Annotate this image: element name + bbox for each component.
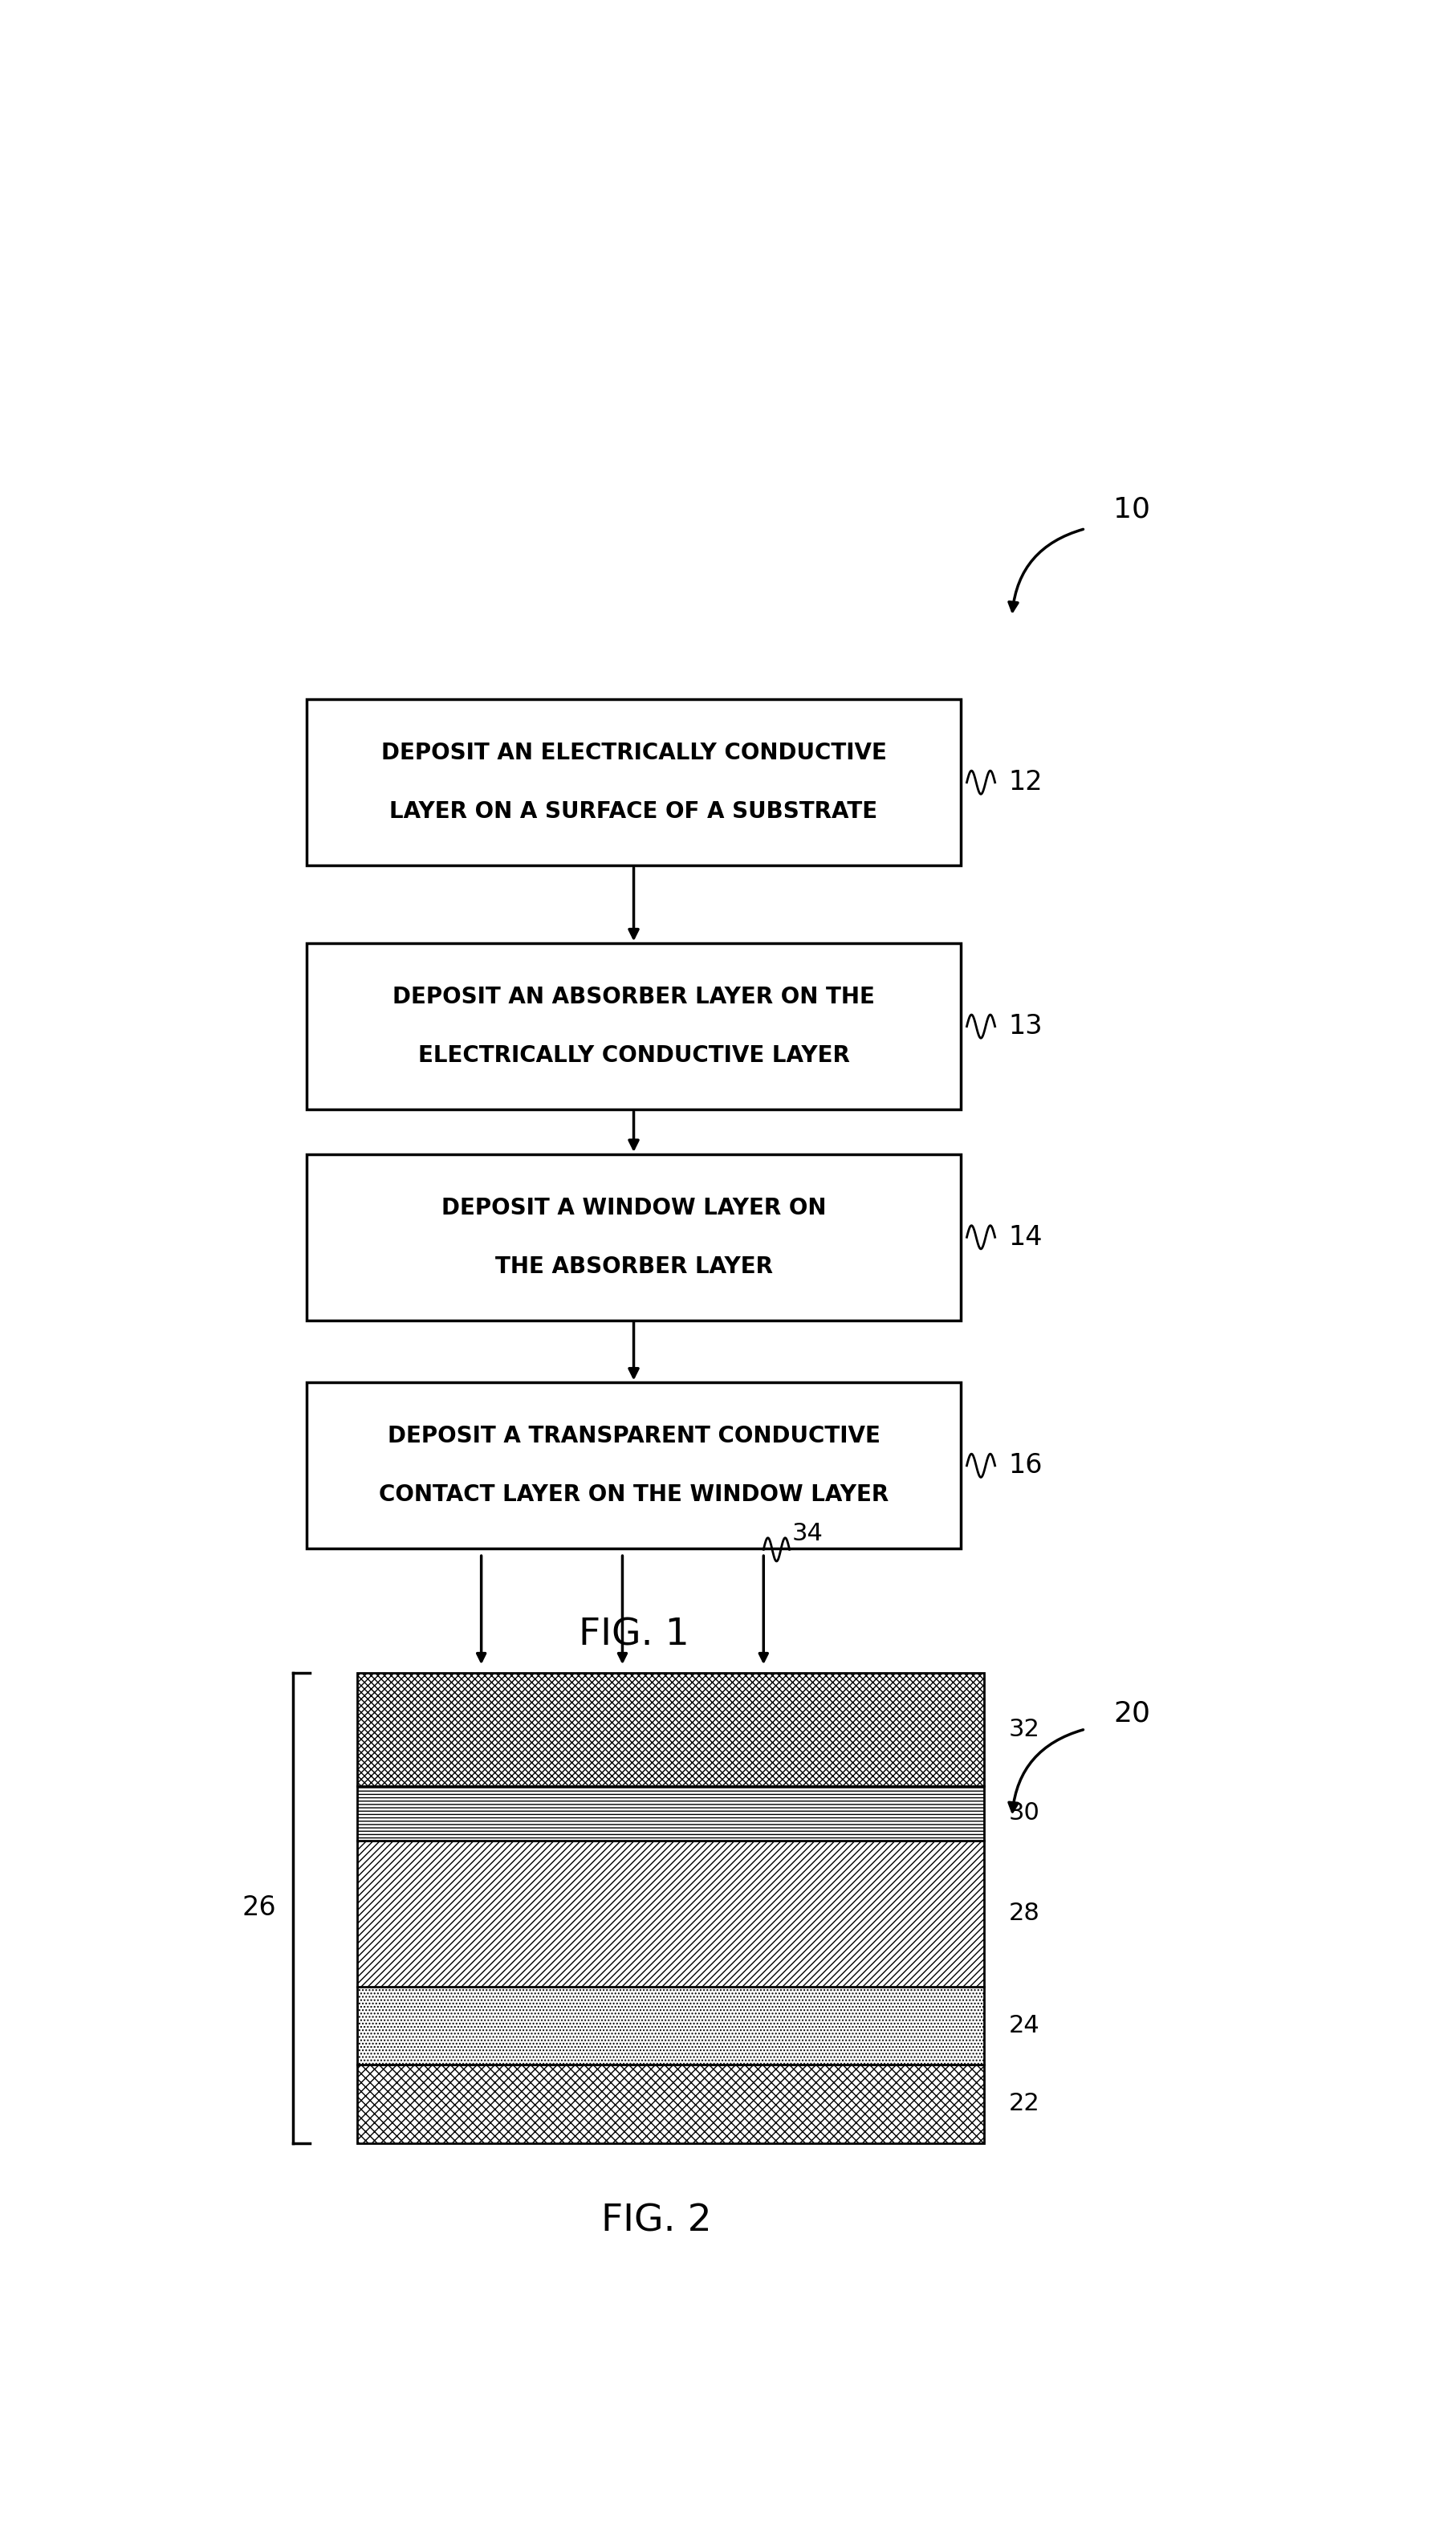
Bar xyxy=(306,1153,961,1321)
Text: 22: 22 xyxy=(1008,2091,1040,2117)
Text: 24: 24 xyxy=(1008,2015,1040,2038)
Text: DEPOSIT AN ABSORBER LAYER ON THE: DEPOSIT AN ABSORBER LAYER ON THE xyxy=(392,986,875,1009)
Text: 28: 28 xyxy=(1008,1901,1040,1924)
Text: 34: 34 xyxy=(792,1524,823,1546)
Bar xyxy=(357,1785,983,1840)
Bar xyxy=(357,1987,983,2066)
Bar xyxy=(306,943,961,1110)
Text: ELECTRICALLY CONDUCTIVE LAYER: ELECTRICALLY CONDUCTIVE LAYER xyxy=(418,1044,849,1067)
Bar xyxy=(357,1840,983,1987)
Text: 26: 26 xyxy=(242,1894,275,1922)
Text: 10: 10 xyxy=(1112,494,1150,522)
Text: FIG. 1: FIG. 1 xyxy=(578,1617,689,1653)
Text: DEPOSIT AN ELECTRICALLY CONDUCTIVE: DEPOSIT AN ELECTRICALLY CONDUCTIVE xyxy=(380,743,887,766)
Text: 16: 16 xyxy=(1008,1453,1042,1478)
Text: THE ABSORBER LAYER: THE ABSORBER LAYER xyxy=(495,1255,772,1278)
Text: 20: 20 xyxy=(1112,1701,1150,1726)
Text: LAYER ON A SURFACE OF A SUBSTRATE: LAYER ON A SURFACE OF A SUBSTRATE xyxy=(389,801,878,824)
Text: 12: 12 xyxy=(1008,768,1042,796)
Bar xyxy=(306,700,961,864)
Text: CONTACT LAYER ON THE WINDOW LAYER: CONTACT LAYER ON THE WINDOW LAYER xyxy=(379,1483,888,1506)
Bar xyxy=(357,2066,983,2142)
Text: DEPOSIT A WINDOW LAYER ON: DEPOSIT A WINDOW LAYER ON xyxy=(441,1197,826,1219)
Text: DEPOSIT A TRANSPARENT CONDUCTIVE: DEPOSIT A TRANSPARENT CONDUCTIVE xyxy=(387,1425,879,1447)
Text: 30: 30 xyxy=(1008,1802,1040,1825)
Text: FIG. 2: FIG. 2 xyxy=(601,2203,711,2238)
Text: 14: 14 xyxy=(1008,1224,1042,1250)
Text: 32: 32 xyxy=(1008,1719,1040,1742)
Text: 13: 13 xyxy=(1008,1014,1042,1039)
Bar xyxy=(306,1382,961,1549)
Bar xyxy=(357,1673,983,1785)
